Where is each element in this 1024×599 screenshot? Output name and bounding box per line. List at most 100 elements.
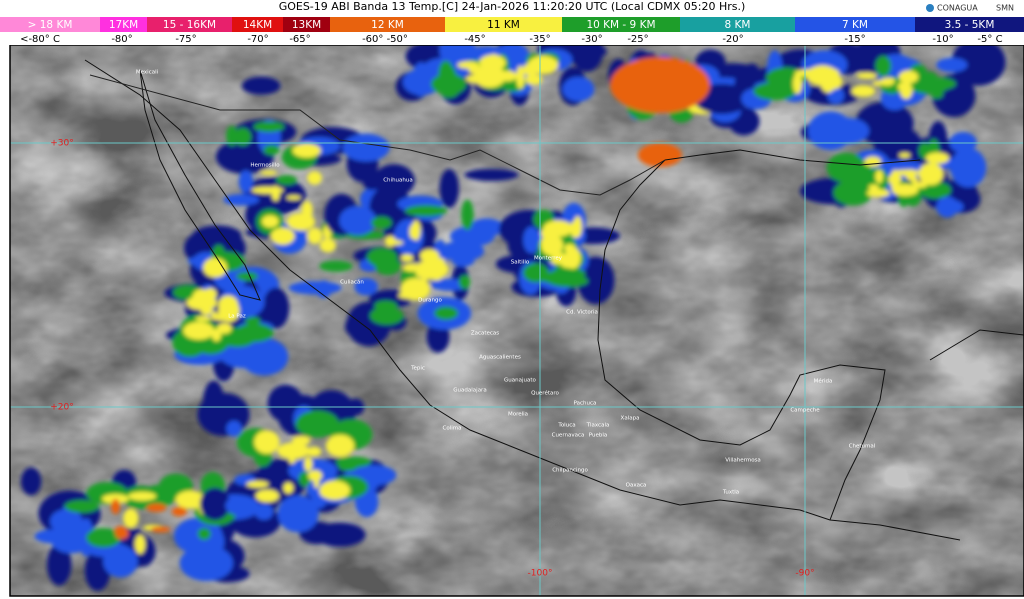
us-gulf-coast: [664, 149, 921, 166]
cloud-blob: [405, 205, 448, 217]
cloud-blob: [638, 143, 682, 167]
cloud-blob: [288, 281, 342, 295]
cloud-blob: [485, 65, 499, 78]
logo-icon: [926, 4, 934, 12]
cloud-blob: [354, 278, 378, 296]
cloud-blob: [277, 442, 310, 459]
city-label: Villahermosa: [725, 458, 761, 464]
logo: CONAGUA: [937, 4, 978, 13]
cloud-blob: [261, 215, 279, 228]
cloud-blob: [319, 485, 331, 498]
cloud-blob: [226, 420, 242, 437]
cloud-blob: [64, 500, 100, 513]
city-label: Morelia: [508, 412, 528, 418]
cloud-blob: [875, 169, 884, 184]
city-label: Mérida: [814, 378, 833, 385]
cloud-tops: [20, 45, 1006, 591]
scale-band: [232, 17, 283, 32]
cloud-blob: [540, 236, 560, 247]
cloud-blob: [374, 300, 398, 312]
cloud-blob: [307, 171, 322, 185]
temp-label: -20°: [722, 34, 743, 45]
cloud-blob: [203, 257, 228, 278]
cloud-blob: [210, 530, 225, 553]
temp-label: -45°: [464, 34, 485, 45]
scale-label: 11 KM: [487, 19, 520, 31]
scale-label: 14KM: [243, 19, 272, 31]
cloud-blob: [918, 142, 931, 159]
cloud-blob: [366, 247, 398, 267]
scale-label: > 18 KM: [28, 19, 73, 31]
cloud-blob: [458, 275, 471, 289]
cloud-blob: [295, 410, 339, 438]
cloud-blob: [918, 163, 944, 186]
cloud-blob: [562, 76, 595, 102]
cloud-blob: [371, 216, 392, 230]
cloud-blob: [241, 76, 281, 95]
cloud-blob: [564, 256, 571, 269]
city-label: Chihuahua: [383, 178, 413, 184]
scale-label: 7 KM: [842, 19, 868, 31]
cloud-blob: [866, 189, 890, 198]
cloud-blob: [350, 429, 364, 441]
border: [89, 74, 666, 196]
cloud-blob: [225, 495, 254, 516]
cloud-blob: [400, 254, 414, 262]
temp-label: -5° C: [977, 34, 1002, 45]
cloud-blob: [919, 181, 952, 199]
cloud-blob: [516, 65, 525, 89]
cloud-blob: [868, 184, 879, 191]
cloud-blob: [283, 482, 294, 494]
cloud-blob: [888, 173, 902, 185]
scale-band: [283, 17, 330, 32]
city-label: Durango: [418, 298, 442, 304]
cloud-blob: [610, 57, 710, 113]
cloud-blob: [103, 545, 138, 578]
temp-label: <-80° C: [20, 34, 60, 45]
cloud-blob: [199, 487, 231, 521]
cloud-blob: [325, 434, 355, 457]
city-label: Tepic: [410, 366, 425, 372]
cloud-blob: [115, 527, 129, 540]
cloud-blob: [123, 508, 139, 529]
cloud-blob: [335, 456, 372, 468]
cloud-blob: [306, 446, 322, 457]
city-label: Saltillo: [511, 260, 530, 266]
cloud-blob: [236, 271, 258, 281]
cloud-blob: [421, 275, 428, 287]
cloud-blob: [576, 256, 615, 305]
cloud-blob: [307, 227, 323, 245]
temp-label: -65°: [289, 34, 310, 45]
cloud-blob: [319, 238, 336, 253]
city-label: Guadalajara: [453, 388, 486, 394]
cloud-blob: [304, 456, 313, 472]
cloud-blob: [875, 55, 892, 77]
cloud-blob: [85, 527, 122, 548]
city-label: Tuxtla: [722, 490, 739, 496]
cloud-blob: [286, 195, 302, 200]
cloud-blob: [298, 471, 311, 487]
cloud-blob: [949, 132, 977, 153]
cloud-blob: [864, 156, 882, 167]
cloud-blob: [233, 127, 252, 146]
city-label: La Paz: [228, 314, 246, 320]
cloud-blob: [925, 152, 950, 164]
city-label: Mexicali: [136, 70, 159, 76]
cloud-blob: [171, 506, 187, 517]
grid-label: +30°: [50, 139, 74, 149]
cloud-blob: [950, 148, 987, 188]
cloud-blob: [879, 78, 895, 86]
scale-band: [330, 17, 445, 32]
cloud-blob: [419, 249, 440, 263]
cloud-blob: [914, 77, 957, 91]
cloud-blob: [286, 213, 316, 231]
cloud-blob: [564, 243, 576, 253]
cloud-blob: [913, 181, 928, 189]
cloud-blob: [246, 480, 269, 488]
cloud-blob: [525, 74, 543, 85]
gulf-coast: [597, 159, 886, 521]
city-label: Cd. Victoria: [566, 310, 598, 316]
scale-band: [100, 17, 147, 32]
baja-california: [139, 69, 261, 301]
